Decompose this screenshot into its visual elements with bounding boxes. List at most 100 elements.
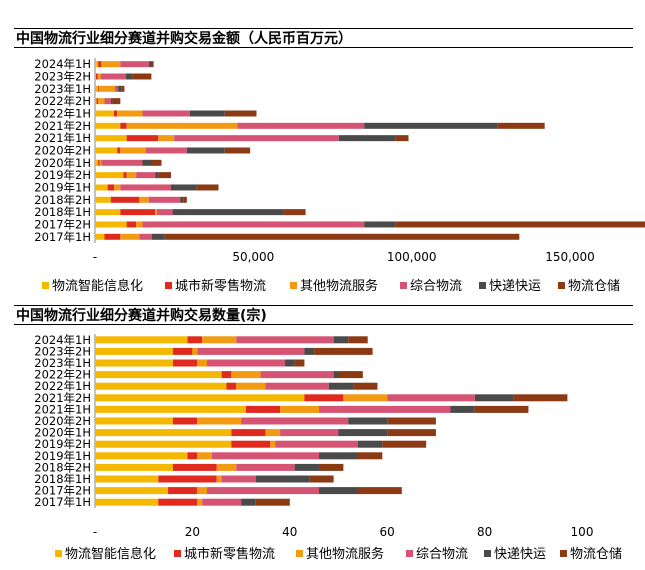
category-label: 2017年2H — [34, 217, 91, 231]
bar-segment — [112, 98, 121, 105]
bar-segment — [95, 147, 118, 154]
category-label: 2024年1H — [34, 57, 91, 71]
x-tick-label: - — [93, 525, 97, 539]
bar-segment — [118, 85, 122, 92]
bar-segment — [348, 417, 388, 425]
category-label: 2017年1H — [34, 230, 91, 244]
bar-segment — [270, 440, 276, 448]
bar-segment — [192, 347, 198, 355]
bar-segment — [333, 371, 339, 379]
legend-swatch — [296, 550, 303, 557]
bar-segment — [183, 196, 187, 203]
bar-segment — [95, 221, 127, 228]
bar-segment — [132, 73, 152, 80]
bar-segment — [114, 110, 118, 117]
category-label: 2019年1H — [34, 180, 91, 194]
bar-segment — [387, 417, 436, 425]
bar-segment — [110, 98, 113, 105]
bar-segment — [145, 147, 187, 154]
chart2-title: 中国物流行业细分赛道并购交易数量(宗) — [14, 305, 633, 325]
bar-segment — [117, 147, 121, 154]
bar-segment — [364, 122, 498, 129]
bar-segment — [237, 122, 365, 129]
bar-segment — [158, 498, 198, 506]
bar-segment — [275, 440, 358, 448]
bar-segment — [196, 184, 219, 191]
bar-segment — [319, 452, 358, 460]
bar-segment — [172, 463, 217, 471]
bar-segment — [95, 172, 124, 179]
category-label: 2020年2H — [34, 414, 91, 428]
bar-segment — [100, 73, 127, 80]
bar-segment — [304, 347, 315, 355]
bar-segment — [101, 61, 121, 68]
bar-segment — [294, 463, 320, 471]
bar-segment — [338, 135, 396, 142]
bar-segment — [155, 172, 159, 179]
chart2-canvas: 2024年1H2023年2H2023年1H2022年2H2022年1H2021年… — [34, 333, 622, 562]
bar-segment — [95, 452, 188, 460]
x-tick-label: 80 — [477, 525, 492, 539]
bar-segment — [99, 159, 102, 166]
bar-segment — [231, 429, 266, 437]
bar-segment — [98, 159, 100, 166]
bar-segment — [328, 382, 354, 390]
bar-segment — [197, 487, 208, 495]
chart1-title: 中国物流行业细分赛道并购交易金额（人民币百万元） — [14, 28, 633, 48]
category-label: 2021年2H — [34, 119, 91, 133]
bar-segment — [95, 463, 173, 471]
bar-segment — [338, 429, 388, 437]
bar-segment — [95, 382, 227, 390]
category-label: 2022年2H — [34, 368, 91, 382]
category-label: 2017年1H — [34, 495, 91, 509]
category-label: 2021年1H — [34, 402, 91, 416]
bar-segment — [148, 196, 181, 203]
bar-segment — [172, 359, 198, 367]
bar-segment — [236, 463, 295, 471]
bar-segment — [474, 394, 514, 402]
bar-segment — [96, 98, 99, 105]
category-label: 2020年2H — [34, 143, 91, 157]
bar-segment — [164, 233, 520, 240]
bar-segment — [126, 221, 137, 228]
bar-segment — [174, 135, 339, 142]
legend-label: 快递快运 — [489, 279, 541, 294]
bar-segment — [120, 209, 156, 216]
legend-label: 物流仓储 — [568, 279, 620, 294]
bar-segment — [314, 347, 373, 355]
bar-segment — [95, 135, 127, 142]
x-tick-label: 60 — [380, 525, 395, 539]
bar-segment — [99, 85, 115, 92]
bar-segment — [95, 209, 121, 216]
bar-segment — [197, 498, 203, 506]
bar-segment — [387, 429, 436, 437]
bar-segment — [186, 147, 225, 154]
bar-segment — [110, 196, 140, 203]
bar-segment — [283, 209, 306, 216]
bar-segment — [245, 405, 281, 413]
bar-segment — [139, 196, 149, 203]
bar-segment — [395, 135, 409, 142]
bar-segment — [120, 147, 146, 154]
category-label: 2024年1H — [34, 333, 91, 347]
legend-swatch — [400, 282, 407, 289]
bar-segment — [343, 394, 388, 402]
bar-segment — [474, 405, 529, 413]
bar-segment — [95, 405, 246, 413]
category-label: 2020年1H — [34, 426, 91, 440]
bar-segment — [197, 452, 212, 460]
bar-segment — [216, 475, 222, 483]
bar-segment — [197, 417, 242, 425]
bar-segment — [136, 172, 156, 179]
legend-swatch — [560, 550, 567, 557]
bar-segment — [95, 85, 99, 92]
bar-segment — [95, 487, 169, 495]
category-label: 2019年2H — [34, 437, 91, 451]
legend-label: 物流智能信息化 — [52, 278, 143, 294]
legend-swatch — [165, 282, 172, 289]
bar-segment — [304, 394, 344, 402]
bar-segment — [231, 440, 271, 448]
legend-label: 其他物流服务 — [300, 278, 378, 294]
bar-segment — [95, 336, 188, 344]
bar-segment — [348, 336, 368, 344]
